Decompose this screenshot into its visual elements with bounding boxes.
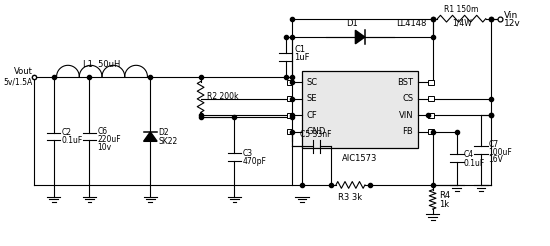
Text: 16V: 16V: [489, 155, 504, 164]
Bar: [287, 113, 293, 118]
Bar: [428, 113, 433, 118]
Text: D2: D2: [158, 128, 169, 137]
Text: 0.1uF: 0.1uF: [62, 136, 82, 145]
Text: C4: C4: [464, 150, 474, 159]
Bar: [287, 80, 293, 85]
Bar: [428, 96, 433, 101]
Text: CF: CF: [307, 111, 318, 120]
Text: R2 200k: R2 200k: [207, 92, 239, 101]
Text: 1uF: 1uF: [294, 52, 310, 62]
Text: C3: C3: [242, 149, 252, 157]
Text: R3 3k: R3 3k: [338, 193, 362, 202]
Text: LL4148: LL4148: [396, 19, 426, 28]
Polygon shape: [355, 30, 365, 44]
Text: VIN: VIN: [399, 111, 413, 120]
Text: AIC1573: AIC1573: [343, 154, 378, 163]
Bar: [428, 80, 433, 85]
Text: L1  50uH: L1 50uH: [83, 60, 120, 69]
Text: C6: C6: [97, 127, 107, 136]
Text: BST: BST: [397, 78, 413, 87]
Text: Vout: Vout: [14, 67, 32, 76]
Text: 220uF: 220uF: [97, 135, 121, 144]
Text: 5v/1.5A: 5v/1.5A: [3, 78, 32, 87]
Text: 470pF: 470pF: [242, 157, 266, 166]
Text: C1: C1: [294, 45, 305, 54]
Text: R4: R4: [439, 191, 450, 200]
Text: 10v: 10v: [97, 143, 111, 152]
Text: 0.1uF: 0.1uF: [464, 159, 485, 168]
Text: C2: C2: [62, 128, 72, 137]
Text: SK22: SK22: [158, 137, 177, 146]
Text: 1k: 1k: [439, 200, 449, 209]
Text: 100uF: 100uF: [489, 148, 513, 156]
Text: C7: C7: [489, 140, 499, 149]
Bar: [302, 71, 418, 148]
Text: 1/4W: 1/4W: [452, 19, 471, 28]
Text: C5 33nF: C5 33nF: [300, 130, 332, 138]
Polygon shape: [144, 132, 157, 141]
Text: Vin: Vin: [504, 11, 519, 20]
Text: 12v: 12v: [504, 19, 521, 28]
Bar: [287, 96, 293, 101]
Bar: [428, 129, 433, 134]
Text: D1: D1: [346, 19, 358, 28]
Text: GND: GND: [307, 127, 326, 136]
Text: SC: SC: [307, 78, 318, 87]
Text: CS: CS: [402, 94, 413, 103]
Text: SE: SE: [307, 94, 317, 103]
Bar: [287, 129, 293, 134]
Text: R1 150m: R1 150m: [444, 5, 479, 14]
Text: FB: FB: [403, 127, 413, 136]
